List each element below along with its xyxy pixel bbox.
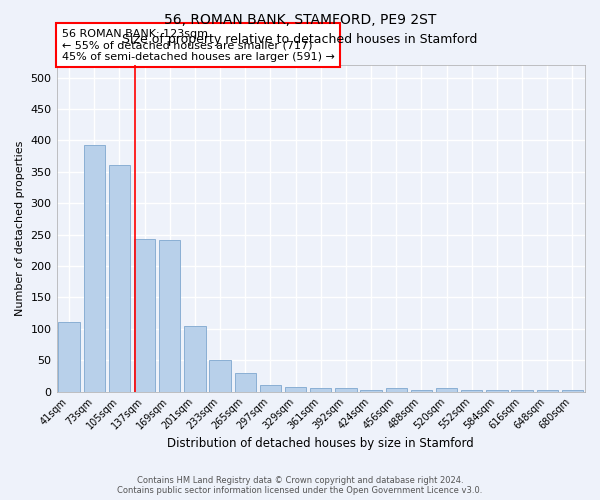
Bar xyxy=(386,388,407,392)
Bar xyxy=(285,387,307,392)
Text: Contains HM Land Registry data © Crown copyright and database right 2024.
Contai: Contains HM Land Registry data © Crown c… xyxy=(118,476,482,495)
Bar xyxy=(83,145,105,392)
Bar xyxy=(436,388,457,392)
Text: Size of property relative to detached houses in Stamford: Size of property relative to detached ho… xyxy=(122,32,478,46)
Bar xyxy=(109,166,130,392)
Bar xyxy=(260,386,281,392)
Bar xyxy=(486,390,508,392)
Bar xyxy=(536,390,558,392)
Bar xyxy=(562,390,583,392)
Bar xyxy=(209,360,231,392)
Bar xyxy=(184,326,206,392)
Text: 56, ROMAN BANK, STAMFORD, PE9 2ST: 56, ROMAN BANK, STAMFORD, PE9 2ST xyxy=(164,12,436,26)
Text: 56 ROMAN BANK: 123sqm
← 55% of detached houses are smaller (717)
45% of semi-det: 56 ROMAN BANK: 123sqm ← 55% of detached … xyxy=(62,28,335,62)
Y-axis label: Number of detached properties: Number of detached properties xyxy=(15,140,25,316)
Bar xyxy=(411,390,432,392)
Bar xyxy=(159,240,181,392)
Bar xyxy=(310,388,331,392)
Bar xyxy=(361,390,382,392)
X-axis label: Distribution of detached houses by size in Stamford: Distribution of detached houses by size … xyxy=(167,437,474,450)
Bar xyxy=(58,322,80,392)
Bar xyxy=(235,372,256,392)
Bar xyxy=(461,390,482,392)
Bar xyxy=(335,388,356,392)
Bar xyxy=(511,390,533,392)
Bar xyxy=(134,239,155,392)
